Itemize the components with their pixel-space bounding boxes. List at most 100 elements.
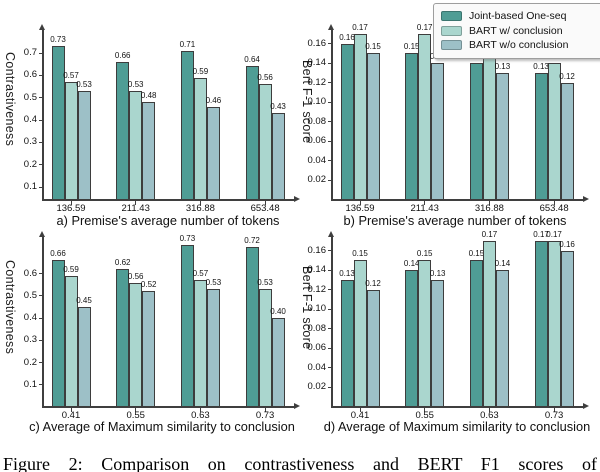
subplot-caption-c: c) Average of Maximum similarity to conc… xyxy=(29,419,295,434)
y-tick-label: 0.06 xyxy=(307,342,327,354)
x-tick xyxy=(424,408,426,412)
x-tick-label: 316.88 xyxy=(185,203,215,214)
bar-d-s1-g4 xyxy=(534,240,548,407)
bar-c-s2-g4 xyxy=(258,289,272,407)
bar-value-label: 0.13 xyxy=(533,61,549,71)
y-tick xyxy=(328,101,332,103)
bar-b-s2-g4 xyxy=(547,63,561,200)
x-tick-label: 136.59 xyxy=(345,203,375,214)
bar-value-label: 0.16 xyxy=(559,239,575,249)
y-tick xyxy=(39,362,43,364)
bar-value-label: 0.66 xyxy=(114,50,131,60)
bar-a-s1-g1 xyxy=(51,46,65,200)
y-tick-label: 0.4 xyxy=(23,312,37,324)
bar-b-s3-g1 xyxy=(366,53,380,200)
x-tick xyxy=(70,201,72,205)
bar-value-label: 0.17 xyxy=(546,229,562,239)
y-tick-label: 0.08 xyxy=(307,115,327,127)
y-tick xyxy=(39,97,43,99)
bar-value-label: 0.15 xyxy=(352,249,368,259)
bar-value-label: 0.40 xyxy=(270,307,286,317)
legend-label: BART w/o conclusion xyxy=(469,39,569,51)
x-tick-label: 316.88 xyxy=(474,203,504,214)
bar-value-label: 0.57 xyxy=(192,269,209,279)
bar-value-label: 0.64 xyxy=(244,55,260,65)
y-tick-label: 0.10 xyxy=(307,303,327,315)
legend-label: BART w/ conclusion xyxy=(469,24,563,37)
bar-value-label: 0.12 xyxy=(365,278,381,288)
bar-value-label: 0.46 xyxy=(205,95,222,105)
y-tick-label: 0.02 xyxy=(307,174,327,186)
bar-b-s1-g4 xyxy=(534,72,548,200)
bar-c-s1-g3 xyxy=(180,244,194,407)
y-axis-label-b: Bert F-1 score xyxy=(300,60,314,144)
y-tick-label: 0.04 xyxy=(307,361,327,373)
x-tick-label: 0.63 xyxy=(191,410,210,421)
x-tick xyxy=(553,408,555,412)
legend-item: BART w/ conclusion xyxy=(441,25,595,37)
x-tick-label: 653.48 xyxy=(250,203,280,214)
bar-a-s3-g3 xyxy=(206,106,220,200)
y-tick xyxy=(328,62,332,64)
y-tick-label: 0.1 xyxy=(23,181,37,193)
y-tick xyxy=(39,384,43,386)
x-axis-line xyxy=(42,406,295,408)
x-tick xyxy=(199,408,201,412)
bar-value-label: 0.13 xyxy=(429,268,446,278)
y-tick-label: 0.3 xyxy=(23,334,37,346)
y-tick-label: 0.7 xyxy=(23,47,37,58)
bar-value-label: 0.53 xyxy=(205,278,222,288)
y-tick xyxy=(328,179,332,181)
bar-value-label: 0.17 xyxy=(533,229,549,239)
bar-b-s3-g3 xyxy=(495,72,509,200)
bar-d-s3-g2 xyxy=(431,279,445,407)
y-axis-arrow xyxy=(39,24,45,30)
bar-value-label: 0.71 xyxy=(179,39,196,49)
y-tick-label: 0.2 xyxy=(23,356,37,368)
y-tick xyxy=(328,289,332,291)
bar-value-label: 0.66 xyxy=(50,249,66,259)
bar-value-label: 0.73 xyxy=(50,35,66,45)
y-tick-label: 0.02 xyxy=(307,381,327,393)
bar-value-label: 0.16 xyxy=(339,32,355,42)
x-tick-label: 136.59 xyxy=(56,203,86,214)
x-tick xyxy=(264,201,266,205)
bar-value-label: 0.53 xyxy=(257,278,273,288)
x-tick-label: 653.48 xyxy=(539,203,569,214)
bar-b-s1-g3 xyxy=(469,63,483,200)
bar-b-s2-g1 xyxy=(353,33,367,200)
x-tick-label: 0.41 xyxy=(350,410,370,421)
y-tick xyxy=(328,82,332,84)
x-axis-arrow xyxy=(583,196,589,202)
x-axis-arrow xyxy=(294,403,300,409)
y-tick xyxy=(39,52,43,54)
y-tick xyxy=(39,119,43,121)
bar-a-s2-g1 xyxy=(64,82,78,200)
x-tick-label: 0.41 xyxy=(61,410,81,421)
y-tick-label: 0.4 xyxy=(23,114,37,126)
y-tick-label: 0.6 xyxy=(23,69,37,81)
bar-value-label: 0.59 xyxy=(192,66,209,76)
y-tick xyxy=(39,339,43,341)
y-axis-line xyxy=(331,30,333,200)
bar-a-s2-g3 xyxy=(193,77,207,200)
bar-c-s1-g4 xyxy=(245,247,259,407)
bar-c-s2-g3 xyxy=(193,280,207,407)
bar-value-label: 0.56 xyxy=(257,73,273,83)
y-axis-label-a: Contrastiveness xyxy=(3,52,17,147)
legend-item: BART w/o conclusion xyxy=(441,39,595,51)
bar-c-s3-g3 xyxy=(206,289,220,407)
x-tick xyxy=(359,201,361,205)
y-tick-label: 0.16 xyxy=(307,37,327,49)
bar-value-label: 0.15 xyxy=(416,249,433,259)
bar-value-label: 0.17 xyxy=(416,22,433,32)
x-axis-line xyxy=(331,199,584,201)
bar-value-label: 0.48 xyxy=(140,91,157,101)
y-tick xyxy=(328,367,332,369)
x-axis-line xyxy=(42,199,295,201)
y-tick xyxy=(328,43,332,45)
bar-d-s2-g1 xyxy=(353,260,367,407)
y-axis-label-d: Bert F-1 score xyxy=(300,266,314,350)
y-axis-line xyxy=(42,237,44,407)
